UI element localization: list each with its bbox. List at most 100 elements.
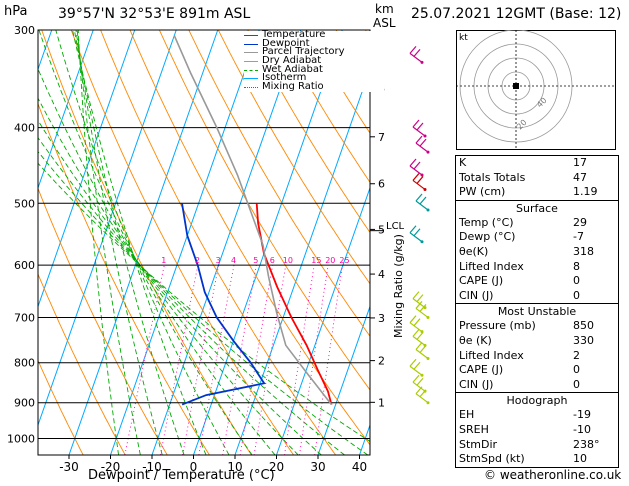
legend-item: Temperature xyxy=(244,30,384,40)
legend-label: Dewpoint xyxy=(262,37,310,49)
dry-adiabat-line xyxy=(38,102,210,455)
wind-barb-flag xyxy=(413,361,421,370)
wind-barb-flag xyxy=(419,389,427,398)
wind-barb-flag xyxy=(412,328,420,337)
wet-adiabat-line xyxy=(38,150,369,455)
wind-barb-flag xyxy=(409,45,417,54)
mixing-ratio-label: 4 xyxy=(231,256,236,265)
surface-value: 29 xyxy=(573,215,587,229)
legend-swatch xyxy=(244,86,258,88)
mu-value: 330 xyxy=(573,333,594,347)
surface-value: 318 xyxy=(573,244,594,258)
isotherm-line xyxy=(193,30,343,455)
dry-adiabat-line xyxy=(247,30,370,234)
wind-barb-flag xyxy=(419,138,427,147)
hodo-value: 10 xyxy=(573,452,587,466)
wind-barb-staff xyxy=(412,298,426,309)
mu-label: θe (K) xyxy=(459,333,492,347)
legend-item: Parcel Trajectory xyxy=(244,46,384,58)
isotherm-line xyxy=(38,30,136,308)
pressure-tick-label: 900 xyxy=(14,397,35,410)
hpa-axis-title: hPa xyxy=(4,4,28,19)
x-tick-label: 30 xyxy=(310,460,325,474)
km-tick-label: 6 xyxy=(378,178,385,191)
km-tick-label: 3 xyxy=(378,312,385,325)
wind-barb-flag xyxy=(413,48,421,57)
wet-adiabat-line xyxy=(38,30,253,455)
most-unstable-title: Most Unstable xyxy=(497,305,577,319)
mixing-ratio-line xyxy=(222,265,257,455)
legend-item: Mixing Ratio xyxy=(244,81,384,93)
index-label: K xyxy=(459,156,467,169)
km-tick-label: 5 xyxy=(378,223,385,236)
wind-barb-staff xyxy=(415,393,429,404)
footer-credit: © weatheronline.co.uk xyxy=(484,468,622,482)
wind-barb xyxy=(415,135,430,154)
dry-adiabat-line xyxy=(188,30,370,337)
surface-title: Surface xyxy=(516,201,558,215)
dry-adiabat-line xyxy=(41,30,252,455)
km-tick-label: 1 xyxy=(378,396,385,409)
isotherm-line xyxy=(38,30,177,427)
legend-item: Dewpoint xyxy=(244,37,384,49)
wet-adiabat-line xyxy=(38,67,276,455)
legend-label: Parcel Trajectory xyxy=(262,46,345,58)
wind-barb xyxy=(412,291,427,310)
wind-barb-dot xyxy=(426,315,430,319)
surface-label: Temp (°C) xyxy=(459,215,514,229)
legend-item: Wet Adiabat xyxy=(244,63,384,75)
x-tick-label: 40 xyxy=(352,460,367,474)
wet-adiabat-line xyxy=(76,30,141,455)
pressure-tick-label: 600 xyxy=(14,259,35,272)
x-axis-title: Dewpoint / Temperature (°C) xyxy=(88,468,275,483)
wet-adiabat-line xyxy=(55,30,230,455)
legend-swatch xyxy=(244,52,258,54)
wind-barb-flag xyxy=(412,173,420,181)
surface-value: -7 xyxy=(573,230,584,244)
wind-barb-flag xyxy=(412,119,420,128)
hodo-value: 238° xyxy=(573,437,600,451)
wind-barb-dot xyxy=(426,208,430,212)
isotherm-line xyxy=(38,30,94,190)
legend-label: Wet Adiabat xyxy=(262,63,323,75)
wind-barb-dot xyxy=(426,356,430,360)
wind-barb-flag xyxy=(416,331,424,340)
wet-adiabat-line xyxy=(73,30,185,455)
hodograph-storm-motion xyxy=(513,83,519,89)
wind-barb-flag xyxy=(415,386,423,395)
wind-barb-dot xyxy=(423,187,427,191)
mu-value: 850 xyxy=(573,319,594,333)
hodo-label: SREH xyxy=(459,422,489,436)
series-parcel-trajectory xyxy=(173,35,333,406)
surface-value: 0 xyxy=(573,274,580,288)
wind-barb-flag xyxy=(419,304,427,312)
dry-adiabat-line xyxy=(276,30,370,184)
legend-label: Dry Adiabat xyxy=(262,55,322,67)
wind-barb-staff xyxy=(409,322,423,333)
km-tick-label: 7 xyxy=(378,131,385,144)
indices-table: K 17 Totals Totals 47 PW (cm) 1.19 Surface … xyxy=(455,155,619,468)
mixing-ratio-line xyxy=(239,265,274,455)
wind-barb-flag xyxy=(416,377,424,386)
wind-barb-dot xyxy=(420,240,424,244)
mu-value: 0 xyxy=(573,363,580,377)
wind-barb xyxy=(415,386,430,405)
wind-barb-flag xyxy=(409,358,417,367)
mu-label: CIN (J) xyxy=(459,377,494,391)
hodograph-unit: kt xyxy=(459,33,468,43)
wind-barb xyxy=(409,315,424,334)
wet-adiabat-line xyxy=(75,30,163,455)
index-value: 1.19 xyxy=(573,185,598,199)
legend-swatch xyxy=(244,43,258,45)
surface-label: CAPE (J) xyxy=(459,274,504,288)
wind-barb xyxy=(412,119,427,138)
dry-adiabat-line xyxy=(70,30,294,455)
legend-label: Mixing Ratio xyxy=(262,81,324,93)
hodo-label: EH xyxy=(459,408,475,422)
wind-barb-staff xyxy=(412,381,426,392)
mu-value: 0 xyxy=(573,377,580,391)
wind-barb xyxy=(415,342,430,360)
mixing-ratio-axis-title: Mixing Ratio (g/kg) xyxy=(392,234,405,338)
hodo-value: -10 xyxy=(573,422,591,436)
x-tick-label: -10 xyxy=(142,460,162,474)
